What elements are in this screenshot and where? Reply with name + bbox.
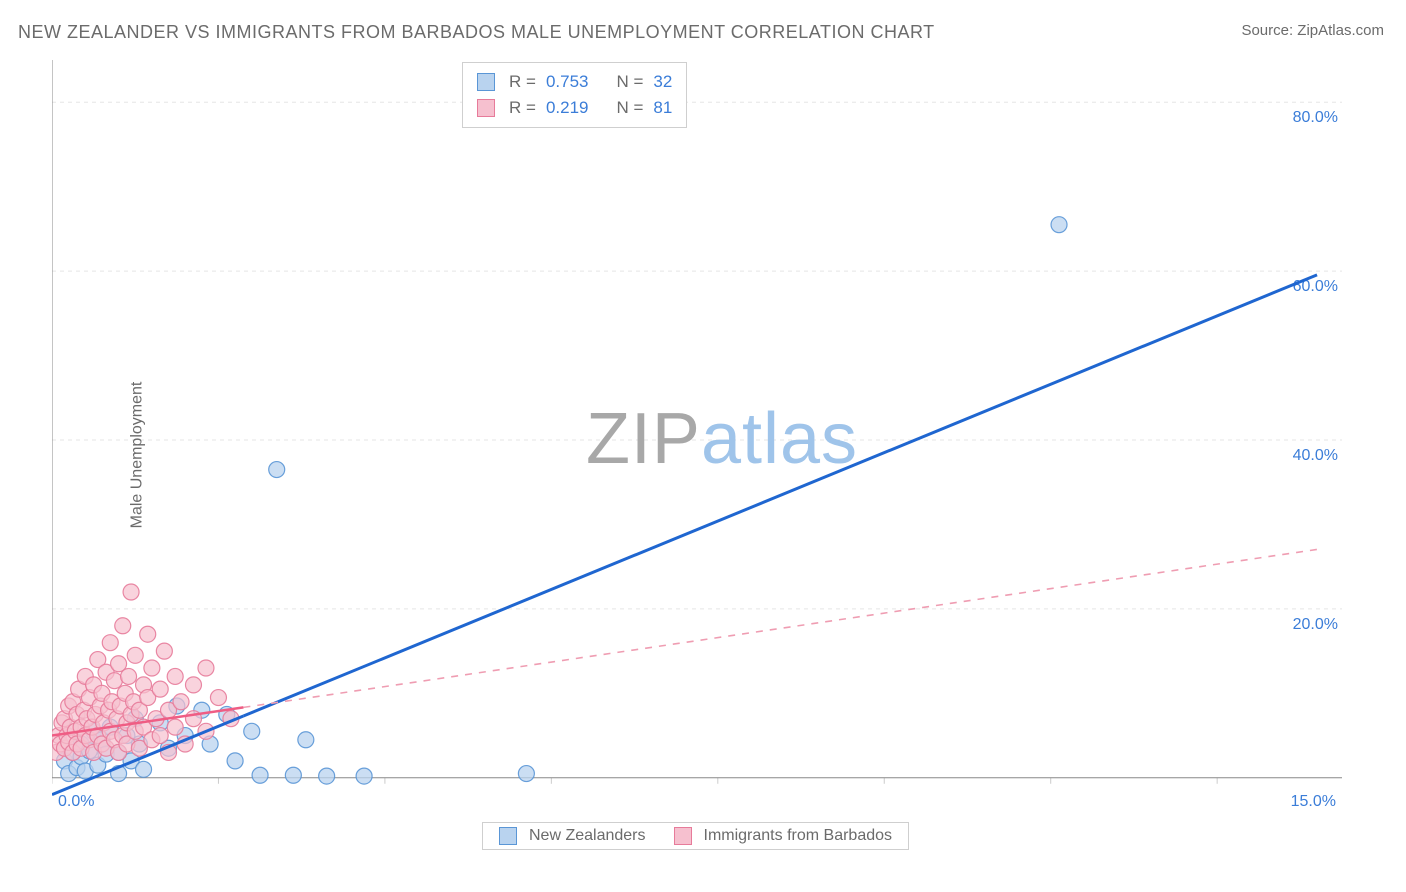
correlation-stats-box: R = 0.753 N = 32 R = 0.219 N = 81 bbox=[462, 62, 687, 128]
n-value: 32 bbox=[653, 69, 672, 95]
svg-text:15.0%: 15.0% bbox=[1291, 793, 1336, 810]
scatter-chart: 20.0%40.0%60.0%80.0%0.0%15.0% bbox=[52, 60, 1392, 850]
svg-text:0.0%: 0.0% bbox=[58, 793, 94, 810]
source-attribution: Source: ZipAtlas.com bbox=[1241, 22, 1384, 39]
y-axis-label: Male Unemployment bbox=[128, 382, 146, 529]
series-legend: New Zealanders Immigrants from Barbados bbox=[482, 822, 909, 850]
svg-text:80.0%: 80.0% bbox=[1293, 109, 1338, 126]
series-swatch bbox=[477, 99, 495, 117]
svg-text:20.0%: 20.0% bbox=[1293, 616, 1338, 633]
chart-title: NEW ZEALANDER VS IMMIGRANTS FROM BARBADO… bbox=[18, 22, 935, 43]
svg-text:40.0%: 40.0% bbox=[1293, 447, 1338, 464]
legend-label: Immigrants from Barbados bbox=[704, 827, 893, 845]
n-value: 81 bbox=[653, 95, 672, 121]
legend-label: New Zealanders bbox=[529, 827, 646, 845]
series-swatch bbox=[477, 73, 495, 91]
r-value: 0.753 bbox=[546, 69, 589, 95]
series-swatch bbox=[674, 827, 692, 845]
series-swatch bbox=[499, 827, 517, 845]
r-label: R = bbox=[509, 95, 536, 121]
r-label: R = bbox=[509, 69, 536, 95]
stat-row: R = 0.753 N = 32 bbox=[477, 69, 672, 95]
stat-row: R = 0.219 N = 81 bbox=[477, 95, 672, 121]
n-label: N = bbox=[616, 95, 643, 121]
chart-area: Male Unemployment 20.0%40.0%60.0%80.0%0.… bbox=[52, 60, 1392, 850]
n-label: N = bbox=[616, 69, 643, 95]
legend-item: New Zealanders bbox=[499, 827, 646, 845]
legend-item: Immigrants from Barbados bbox=[674, 827, 893, 845]
r-value: 0.219 bbox=[546, 95, 589, 121]
